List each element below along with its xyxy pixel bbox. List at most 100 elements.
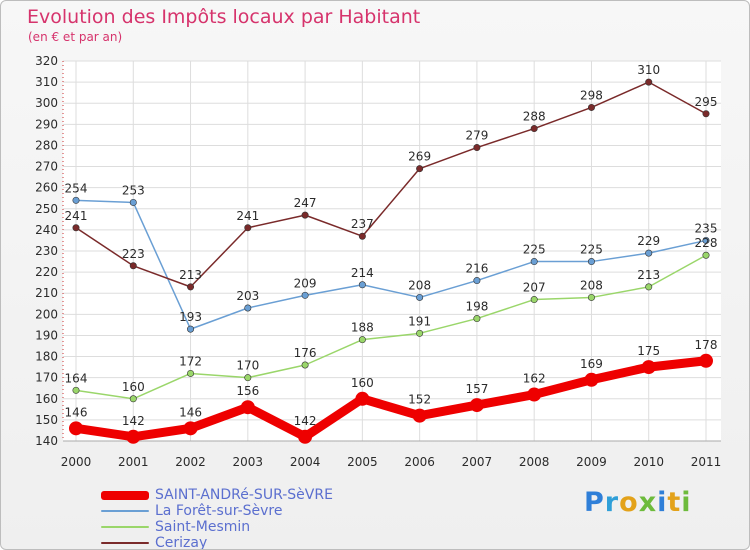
legend-swatch bbox=[101, 510, 149, 512]
data-point bbox=[702, 251, 710, 259]
data-point bbox=[244, 304, 252, 312]
data-point bbox=[473, 315, 481, 323]
data-label: 156 bbox=[236, 384, 259, 398]
data-point bbox=[301, 211, 309, 219]
data-point bbox=[641, 360, 656, 375]
data-point bbox=[645, 283, 653, 291]
logo-letter: o bbox=[619, 487, 639, 518]
data-point bbox=[584, 372, 599, 387]
y-tick-label: 200 bbox=[35, 307, 58, 321]
legend-swatch bbox=[101, 542, 149, 544]
y-tick-label: 290 bbox=[35, 117, 58, 131]
logo-letter: x bbox=[638, 487, 658, 518]
y-tick-label: 230 bbox=[35, 244, 58, 258]
data-label: 207 bbox=[523, 281, 546, 295]
data-point bbox=[301, 291, 309, 299]
data-label: 254 bbox=[65, 181, 88, 195]
data-point bbox=[298, 429, 313, 444]
data-point bbox=[129, 262, 137, 270]
data-label: 198 bbox=[465, 300, 488, 314]
data-point bbox=[244, 374, 252, 382]
data-label: 225 bbox=[580, 243, 603, 257]
data-label: 229 bbox=[637, 234, 660, 248]
data-point bbox=[702, 236, 710, 244]
data-point bbox=[412, 408, 427, 423]
x-tick-label: 2008 bbox=[519, 455, 550, 469]
legend-label: SAINT-ANDRé-SUR-SèVRE bbox=[155, 487, 333, 503]
data-label: 295 bbox=[695, 95, 718, 109]
data-point bbox=[187, 325, 195, 333]
data-point bbox=[126, 429, 141, 444]
data-label: 298 bbox=[580, 88, 603, 102]
data-point bbox=[587, 293, 595, 301]
y-tick-label: 280 bbox=[35, 138, 58, 152]
legend-item: Cerizay bbox=[101, 535, 333, 549]
chart-subtitle: (en € et par an) bbox=[28, 30, 123, 44]
data-point bbox=[355, 391, 370, 406]
y-tick-label: 300 bbox=[35, 96, 58, 110]
data-point bbox=[129, 198, 137, 206]
data-point bbox=[530, 296, 538, 304]
data-label: 253 bbox=[122, 183, 145, 197]
data-label: 228 bbox=[695, 236, 718, 250]
data-point bbox=[187, 283, 195, 291]
legend-label: Saint-Mesmin bbox=[155, 519, 251, 535]
data-label: 162 bbox=[523, 372, 546, 386]
data-label: 160 bbox=[122, 380, 145, 394]
y-tick-label: 170 bbox=[35, 371, 58, 385]
data-label: 235 bbox=[695, 221, 718, 235]
data-point bbox=[469, 398, 484, 413]
y-tick-label: 180 bbox=[35, 350, 58, 364]
data-point bbox=[183, 421, 198, 436]
data-point bbox=[530, 258, 538, 266]
data-label: 223 bbox=[122, 247, 145, 261]
data-point bbox=[587, 103, 595, 111]
data-point bbox=[244, 224, 252, 232]
series-line bbox=[75, 254, 707, 400]
data-label: 288 bbox=[523, 110, 546, 124]
data-point bbox=[702, 110, 710, 118]
chart-legend: SAINT-ANDRé-SUR-SèVRE La Forêt-sur-Sèvre S… bbox=[101, 487, 333, 549]
proxiti-logo: Proxiti bbox=[584, 487, 692, 518]
y-tick-label: 250 bbox=[35, 202, 58, 216]
data-label: 142 bbox=[122, 414, 145, 428]
y-tick-label: 270 bbox=[35, 160, 58, 174]
data-label: 203 bbox=[236, 289, 259, 303]
x-tick-label: 2007 bbox=[462, 455, 493, 469]
logo-letter: i bbox=[681, 487, 692, 518]
series-line bbox=[75, 81, 707, 288]
legend-item: SAINT-ANDRé-SUR-SèVRE bbox=[101, 487, 333, 503]
data-point bbox=[699, 353, 713, 368]
data-point bbox=[301, 361, 309, 369]
data-label: 188 bbox=[351, 321, 374, 335]
legend-item: La Forêt-sur-Sèvre bbox=[101, 503, 333, 519]
data-point bbox=[416, 293, 424, 301]
data-point bbox=[645, 78, 653, 86]
y-tick-label: 210 bbox=[35, 286, 58, 300]
x-tick-label: 2010 bbox=[633, 455, 664, 469]
data-label: 208 bbox=[580, 278, 603, 292]
data-label: 191 bbox=[408, 314, 431, 328]
data-point bbox=[240, 400, 255, 415]
data-point bbox=[72, 386, 80, 394]
y-tick-label: 160 bbox=[35, 392, 58, 406]
data-point bbox=[358, 232, 366, 240]
x-tick-label: 2000 bbox=[61, 455, 92, 469]
data-label: 213 bbox=[637, 268, 660, 282]
y-tick-label: 310 bbox=[35, 75, 58, 89]
x-tick-label: 2006 bbox=[404, 455, 435, 469]
data-point bbox=[587, 258, 595, 266]
data-point bbox=[358, 336, 366, 344]
data-label: 269 bbox=[408, 150, 431, 164]
x-tick-label: 2009 bbox=[576, 455, 607, 469]
data-label: 247 bbox=[294, 196, 317, 210]
data-point bbox=[416, 329, 424, 337]
y-tick-label: 140 bbox=[35, 434, 58, 448]
data-point bbox=[645, 249, 653, 257]
data-label: 172 bbox=[179, 354, 202, 368]
data-point bbox=[72, 196, 80, 204]
data-label: 241 bbox=[236, 209, 259, 223]
x-tick-label: 2011 bbox=[691, 455, 722, 469]
x-tick-label: 2003 bbox=[233, 455, 264, 469]
